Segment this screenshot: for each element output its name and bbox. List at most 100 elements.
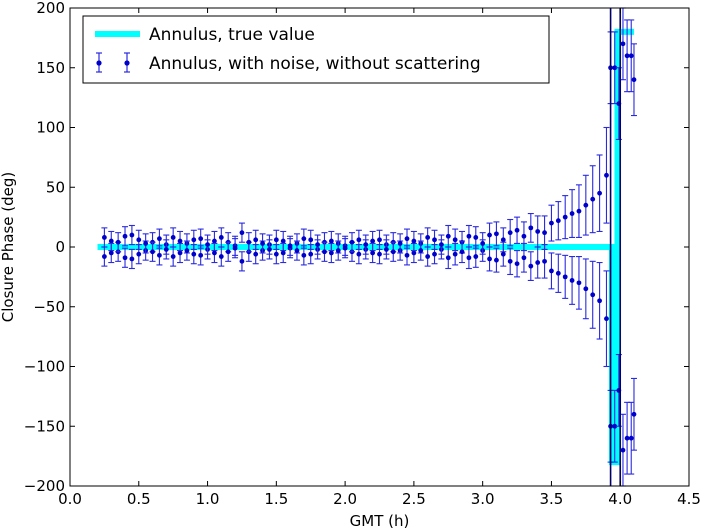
- series-layer: [97, 7, 637, 487]
- y-tick-label: 200: [36, 0, 65, 17]
- ticks-layer: 0.0 0.5 1.0 1.5 2.0 2.5 3.0 3.5 4.0 4.5 −200 −150 −1…: [24, 0, 701, 508]
- x-tick-label: 4.5: [677, 490, 701, 508]
- x-tick-label: 1.5: [264, 490, 288, 508]
- error-point: [431, 244, 438, 265]
- error-point: [603, 126, 610, 224]
- error-point: [390, 241, 397, 262]
- error-point: [404, 245, 411, 266]
- error-point: [596, 261, 603, 340]
- error-point: [177, 230, 184, 252]
- error-point: [108, 242, 115, 264]
- y-tick-label: −200: [24, 477, 65, 495]
- error-point: [122, 247, 129, 268]
- error-point: [328, 230, 335, 252]
- legend-swatch-noisy: [96, 52, 130, 73]
- error-point: [438, 234, 445, 255]
- error-point: [562, 254, 569, 299]
- x-tick-label: 2.5: [402, 490, 426, 508]
- error-point: [273, 229, 280, 250]
- error-point: [335, 240, 342, 261]
- error-point: [170, 246, 177, 267]
- error-point: [562, 195, 569, 240]
- error-point: [252, 244, 259, 265]
- error-point: [238, 251, 245, 272]
- error-point: [135, 244, 142, 265]
- error-point: [122, 226, 129, 247]
- error-point: [445, 246, 452, 270]
- error-point: [534, 215, 541, 248]
- error-point: [486, 222, 493, 248]
- error-point: [541, 244, 548, 279]
- error-point: [190, 229, 197, 250]
- error-point: [630, 377, 637, 451]
- x-tick-label: 3.0: [471, 490, 495, 508]
- error-point: [342, 238, 349, 259]
- error-point: [369, 242, 376, 264]
- error-point: [630, 43, 637, 117]
- error-point: [520, 221, 527, 252]
- error-point: [383, 239, 390, 260]
- x-tick-label: 0.5: [127, 490, 151, 508]
- error-point: [500, 241, 507, 267]
- error-point: [569, 256, 576, 305]
- x-tick-label: 1.0: [196, 490, 220, 508]
- error-point: [259, 233, 266, 254]
- vertical-lines-layer: [609, 8, 622, 486]
- error-point: [582, 174, 589, 236]
- error-point: [452, 228, 459, 252]
- error-point: [183, 240, 190, 261]
- y-axis-label: Closure Phase (deg): [0, 172, 17, 323]
- error-point: [541, 215, 548, 250]
- error-point: [589, 165, 596, 234]
- error-point: [218, 227, 225, 248]
- error-point: [527, 251, 534, 282]
- x-tick-label: 0.0: [58, 490, 82, 508]
- error-point: [245, 232, 252, 253]
- error-point: [142, 233, 149, 254]
- error-point: [300, 245, 307, 266]
- error-point: [376, 229, 383, 250]
- x-tick-label: 2.0: [333, 490, 357, 508]
- error-point: [507, 247, 514, 276]
- error-point: [293, 240, 300, 261]
- error-point: [465, 224, 472, 248]
- error-point: [575, 184, 582, 238]
- error-point: [596, 154, 603, 233]
- y-tick-label: 50: [46, 178, 65, 196]
- error-point: [479, 232, 486, 255]
- error-point: [156, 228, 163, 249]
- error-point: [486, 246, 493, 272]
- error-point: [527, 212, 534, 243]
- error-point: [582, 258, 589, 320]
- error-point: [569, 189, 576, 238]
- error-point: [204, 234, 211, 255]
- error-point: [355, 244, 362, 265]
- error-point: [465, 246, 472, 270]
- error-point: [548, 252, 555, 290]
- error-point: [211, 242, 218, 264]
- error-point: [128, 224, 135, 246]
- error-point: [397, 233, 404, 254]
- error-point: [300, 228, 307, 249]
- error-point: [410, 230, 417, 252]
- error-point: [128, 248, 135, 270]
- error-point: [459, 240, 466, 264]
- error-point: [575, 256, 582, 310]
- error-point: [417, 240, 424, 261]
- y-tick-label: 100: [36, 119, 65, 137]
- error-point: [314, 234, 321, 255]
- error-point: [225, 241, 232, 262]
- y-tick-label: −100: [24, 358, 65, 376]
- y-tick-label: 0: [55, 238, 65, 256]
- y-tick-label: −50: [33, 298, 65, 316]
- error-point: [190, 244, 197, 265]
- error-point: [472, 245, 479, 268]
- error-point: [611, 389, 618, 463]
- error-point: [163, 239, 170, 260]
- error-point: [197, 228, 204, 249]
- x-tick-label: 4.0: [608, 490, 632, 508]
- error-point: [603, 270, 610, 368]
- legend: Annulus, true value Annulus, with noise,…: [82, 15, 550, 84]
- error-point: [115, 232, 122, 253]
